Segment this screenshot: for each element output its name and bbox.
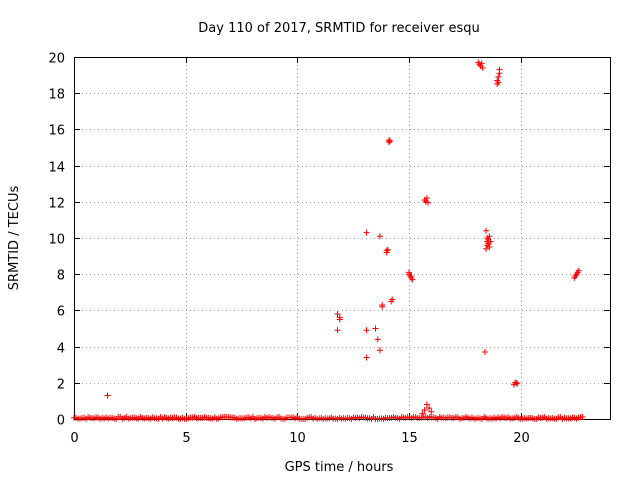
data-point <box>495 73 502 80</box>
data-point <box>384 246 391 253</box>
data-point <box>495 79 502 86</box>
data-point <box>486 233 493 240</box>
data-point <box>379 301 386 308</box>
y-tick-label: 12 <box>48 197 65 212</box>
data-point <box>513 379 520 386</box>
y-tick-label: 2 <box>57 378 65 393</box>
data-point <box>419 410 426 417</box>
y-tick-label: 8 <box>57 269 65 284</box>
data-point <box>389 296 396 303</box>
plot-frame <box>74 57 611 420</box>
data-point <box>334 327 341 334</box>
chart-title: Day 110 of 2017, SRMTID for receiver esq… <box>198 21 479 36</box>
data-point <box>579 413 586 420</box>
data-point <box>376 233 383 240</box>
data-point <box>376 347 383 354</box>
data-point <box>363 327 370 334</box>
data-point <box>336 316 343 323</box>
data-point <box>363 354 370 361</box>
y-tick-label: 6 <box>57 305 65 320</box>
data-point <box>479 64 486 71</box>
data-point <box>483 227 490 234</box>
y-tick-label: 10 <box>48 233 65 248</box>
data-point <box>514 380 521 387</box>
data-point <box>423 195 430 202</box>
data-point <box>385 137 392 144</box>
y-tick-label: 20 <box>48 52 65 67</box>
data-point <box>423 401 430 408</box>
x-tick-label: 0 <box>70 431 78 446</box>
data-point <box>334 311 341 318</box>
tick-labels: 0 5 10 15 20 0 2 4 6 8 10 12 14 16 18 20 <box>48 52 529 447</box>
data-point <box>421 406 428 413</box>
data-point <box>424 199 431 206</box>
data-point <box>374 336 381 343</box>
data-point <box>372 325 379 332</box>
data-point <box>104 392 111 399</box>
grid-lines <box>74 57 610 419</box>
y-tick-label: 0 <box>57 414 65 429</box>
y-tick-label: 18 <box>48 88 65 103</box>
x-tick-label: 10 <box>289 431 306 446</box>
data-point <box>363 229 370 236</box>
data-point <box>383 249 390 256</box>
data-point <box>496 66 503 73</box>
y-tick-label: 14 <box>48 161 65 176</box>
data-point <box>428 408 435 415</box>
data-point <box>481 349 488 356</box>
y-axis-label: SRMTID / TECUs <box>7 186 22 291</box>
x-tick-label: 15 <box>401 431 418 446</box>
y-tick-label: 16 <box>48 124 65 139</box>
data-point <box>483 245 490 252</box>
data-point <box>486 244 493 251</box>
data-point <box>426 405 433 412</box>
x-axis-label: GPS time / hours <box>285 460 394 475</box>
x-tick-label: 20 <box>513 431 530 446</box>
data-point <box>487 238 494 245</box>
data-point <box>575 267 582 274</box>
data-points <box>71 59 586 422</box>
data-point <box>478 60 485 67</box>
data-point <box>387 138 394 145</box>
data-point <box>408 273 415 280</box>
data-point <box>409 276 416 283</box>
x-tick-label: 5 <box>182 431 190 446</box>
y-tick-label: 4 <box>57 342 65 357</box>
